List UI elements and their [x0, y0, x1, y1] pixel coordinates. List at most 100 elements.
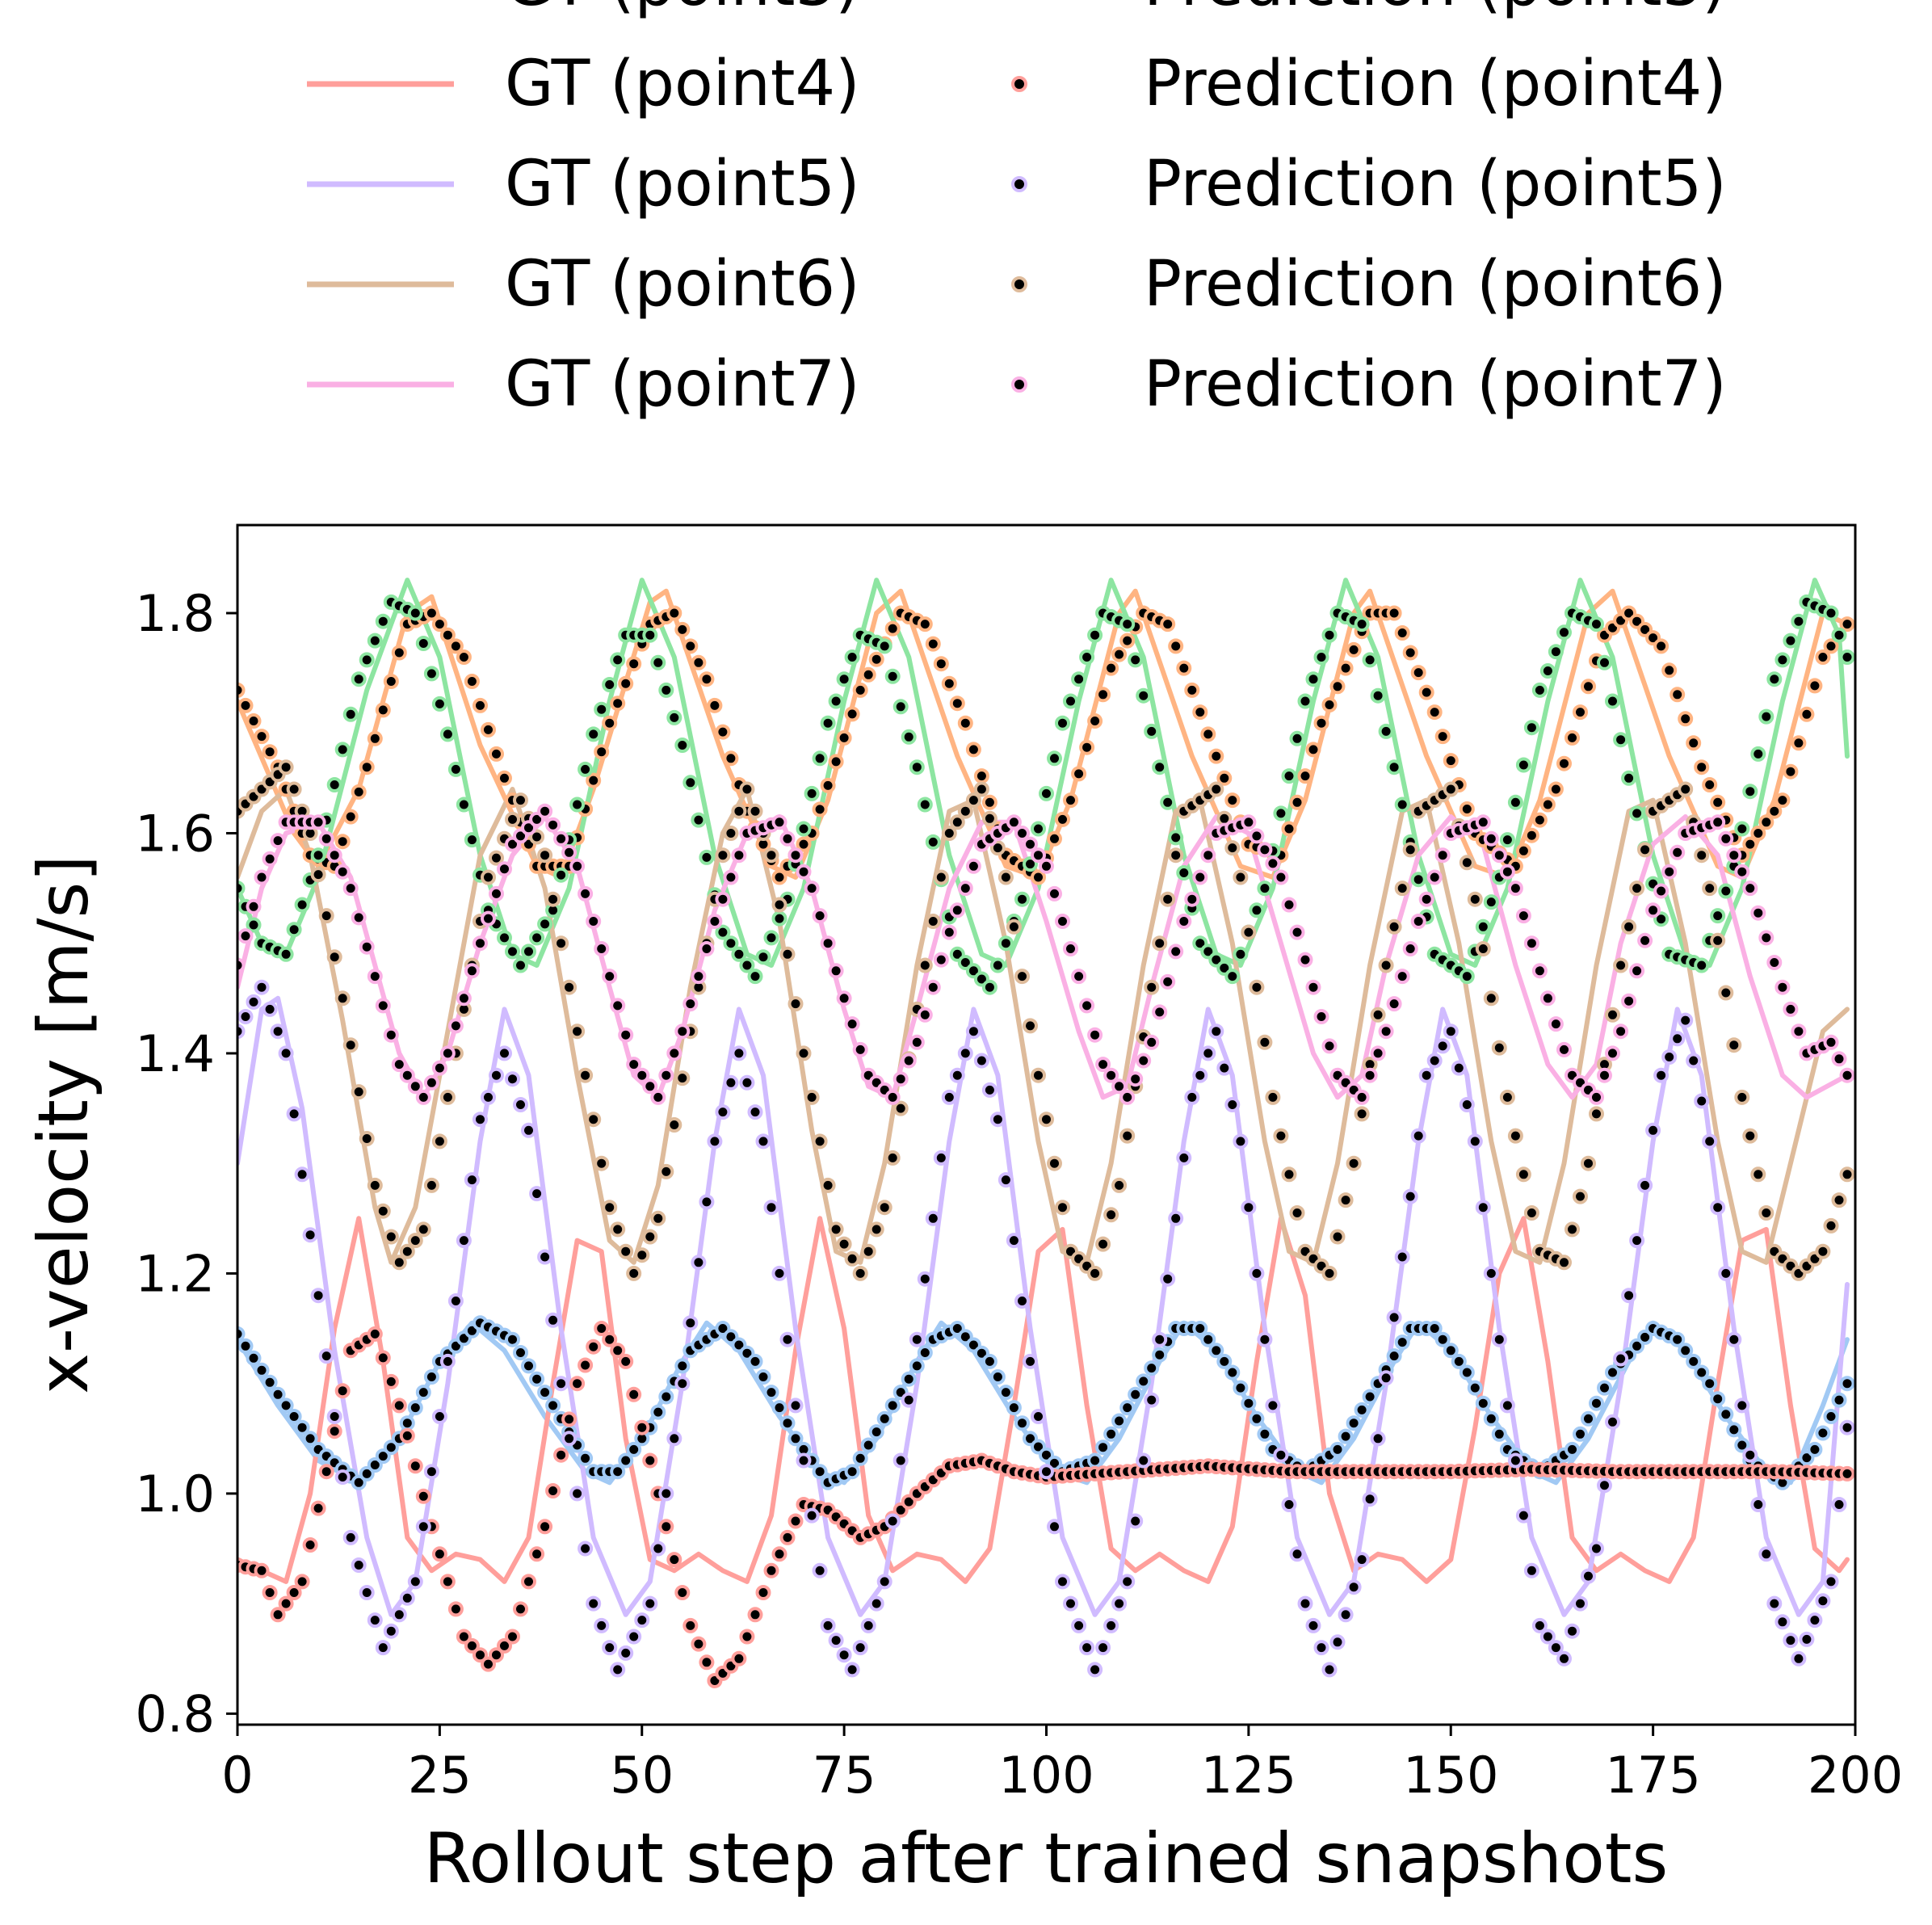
- prediction-point: [278, 1045, 294, 1061]
- prediction-point: [415, 1385, 431, 1401]
- prediction-point: [739, 1629, 755, 1645]
- prediction-point: [367, 1326, 383, 1342]
- prediction-point: [1047, 1155, 1062, 1171]
- prediction-point: [439, 1089, 456, 1105]
- prediction-point: [1443, 1023, 1459, 1040]
- prediction-point: [666, 1117, 682, 1133]
- prediction-point: [1410, 665, 1426, 681]
- prediction-point: [489, 746, 504, 762]
- prediction-point: [763, 847, 779, 864]
- prediction-point: [1605, 1045, 1620, 1061]
- prediction-point: [1556, 1650, 1572, 1667]
- prediction-point: [513, 957, 528, 973]
- prediction-point: [1507, 794, 1523, 810]
- prediction-point: [812, 908, 828, 924]
- prediction-point: [836, 729, 852, 746]
- prediction-point: [294, 1166, 310, 1183]
- prediction-point: [1734, 1089, 1750, 1105]
- prediction-point: [1168, 830, 1184, 846]
- prediction-point: [286, 1106, 302, 1122]
- prediction-point: [933, 952, 949, 968]
- prediction-point: [989, 1369, 1006, 1385]
- prediction-point: [246, 994, 262, 1010]
- prediction-point: [1710, 1200, 1726, 1216]
- prediction-point: [1329, 1229, 1346, 1245]
- prediction-point: [1168, 847, 1184, 864]
- prediction-point: [537, 1249, 553, 1265]
- prediction-point: [828, 754, 844, 770]
- prediction-point: [909, 1331, 925, 1347]
- prediction-point: [836, 1647, 852, 1663]
- prediction-point: [1297, 693, 1313, 709]
- prediction-point: [1475, 814, 1491, 830]
- prediction-point: [1475, 1395, 1491, 1411]
- prediction-point: [1039, 785, 1054, 801]
- prediction-point: [844, 706, 860, 722]
- prediction-point: [739, 1074, 755, 1091]
- prediction-point: [537, 916, 553, 932]
- prediction-point: [634, 1419, 650, 1435]
- prediction-point: [1678, 1343, 1694, 1359]
- legend-pred-label: Prediction (point6): [1144, 248, 1727, 321]
- prediction-point: [237, 928, 254, 944]
- prediction-point: [537, 1519, 553, 1535]
- prediction-point: [237, 697, 254, 713]
- prediction-point: [302, 1431, 318, 1447]
- prediction-point: [1023, 1353, 1038, 1369]
- prediction-point: [650, 1089, 666, 1105]
- prediction-point: [1815, 1243, 1831, 1259]
- prediction-point: [423, 1074, 439, 1091]
- prediction-point: [901, 729, 917, 745]
- prediction-point: [610, 652, 626, 668]
- prediction-point: [367, 969, 383, 985]
- prediction-point: [262, 1374, 278, 1390]
- legend-pred-label: Prediction (point4): [1144, 48, 1727, 120]
- prediction-point: [1063, 693, 1078, 709]
- prediction-point: [1410, 914, 1426, 929]
- prediction-point: [1539, 990, 1556, 1007]
- prediction-point: [1499, 832, 1515, 848]
- prediction-point: [779, 830, 796, 847]
- prediction-point: [1613, 957, 1629, 973]
- prediction-point: [618, 1243, 634, 1259]
- prediction-point: [1055, 715, 1070, 731]
- prediction-point: [1394, 969, 1410, 985]
- prediction-point: [1055, 914, 1070, 929]
- prediction-point: [602, 1331, 618, 1347]
- prediction-point: [1160, 891, 1176, 907]
- prediction-point: [642, 1229, 658, 1245]
- prediction-point: [642, 1452, 658, 1469]
- prediction-point: [1451, 1353, 1467, 1369]
- prediction-point: [1305, 979, 1321, 995]
- prediction-point: [278, 1595, 294, 1612]
- prediction-point: [1055, 811, 1070, 827]
- prediction-point: [1386, 996, 1402, 1012]
- prediction-point: [836, 671, 852, 687]
- prediction-point: [497, 1045, 512, 1061]
- prediction-point: [1128, 1513, 1144, 1529]
- prediction-point: [334, 742, 351, 758]
- prediction-point: [1257, 881, 1273, 897]
- prediction-point: [642, 1078, 658, 1095]
- prediction-point: [682, 638, 699, 654]
- prediction-point: [626, 656, 642, 672]
- prediction-point: [1039, 1112, 1054, 1128]
- prediction-point: [1434, 1331, 1451, 1347]
- prediction-point: [1103, 1207, 1119, 1223]
- prediction-point: [318, 830, 334, 847]
- prediction-point: [553, 867, 569, 883]
- prediction-point: [481, 721, 496, 738]
- prediction-point: [1329, 1634, 1346, 1650]
- prediction-point: [1443, 753, 1459, 769]
- prediction-point: [561, 844, 578, 860]
- prediction-point: [1289, 1546, 1305, 1562]
- prediction-point: [586, 1112, 602, 1128]
- prediction-point: [876, 638, 892, 654]
- prediction-point: [868, 651, 884, 667]
- prediction-point: [1661, 1049, 1678, 1065]
- prediction-point: [1823, 1217, 1839, 1234]
- prediction-point: [876, 1574, 892, 1590]
- prediction-point: [1362, 1491, 1378, 1507]
- prediction-point: [505, 1629, 520, 1645]
- prediction-point: [1071, 766, 1087, 782]
